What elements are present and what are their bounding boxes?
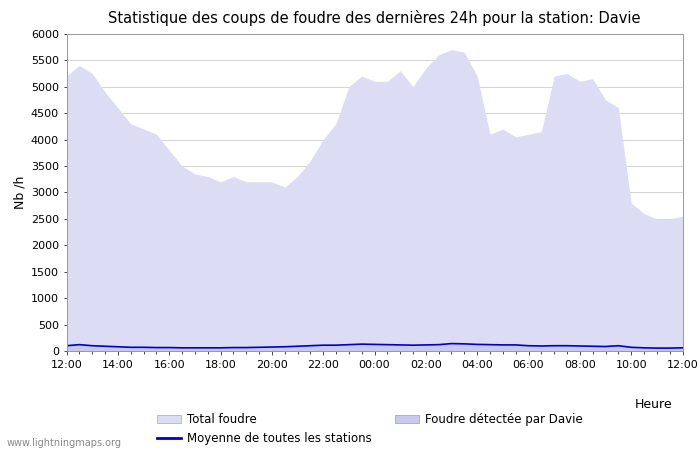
- Text: Heure: Heure: [634, 398, 672, 411]
- Text: www.lightningmaps.org: www.lightningmaps.org: [7, 438, 122, 448]
- Title: Statistique des coups de foudre des dernières 24h pour la station: Davie: Statistique des coups de foudre des dern…: [108, 9, 640, 26]
- Y-axis label: Nb /h: Nb /h: [13, 176, 27, 209]
- Legend: Total foudre, Moyenne de toutes les stations, Foudre détectée par Davie: Total foudre, Moyenne de toutes les stat…: [153, 409, 587, 450]
